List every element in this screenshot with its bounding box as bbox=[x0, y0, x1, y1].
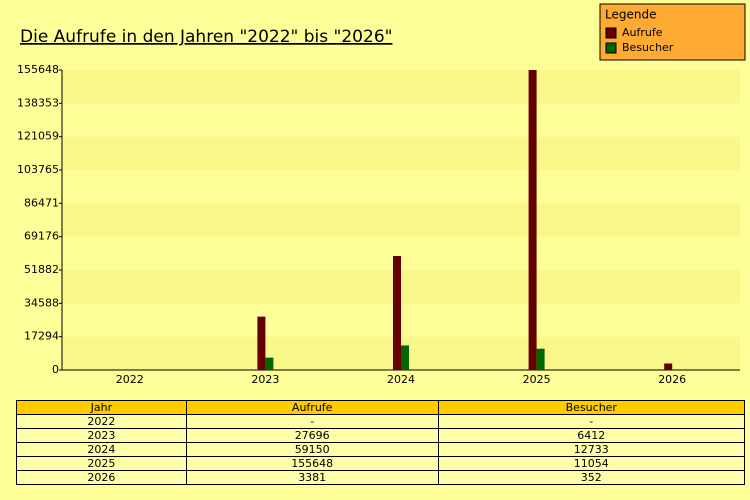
table-cell: 2023 bbox=[16, 428, 187, 443]
y-tick-label: 69176 bbox=[24, 230, 59, 243]
x-tick-label: 2026 bbox=[658, 373, 686, 386]
table-header-cell: Besucher bbox=[437, 400, 746, 415]
table-row: 2023 27696 6412 bbox=[16, 428, 746, 443]
y-tick-label: 155648 bbox=[17, 63, 59, 76]
table-header-cell: Aufrufe bbox=[185, 400, 439, 415]
table-header-cell: Jahr bbox=[16, 400, 187, 415]
x-tick-label: 2025 bbox=[523, 373, 551, 386]
y-tick-label: 103765 bbox=[17, 163, 59, 176]
x-tick-label: 2022 bbox=[116, 373, 144, 386]
y-tick-label: 121059 bbox=[17, 130, 59, 143]
bar bbox=[393, 255, 401, 370]
table-row: 2025 155648 11054 bbox=[16, 456, 746, 471]
table-cell: 2025 bbox=[16, 456, 187, 471]
y-tick-label: 34588 bbox=[24, 296, 59, 309]
table-cell: 2024 bbox=[16, 442, 187, 457]
bar bbox=[536, 348, 545, 370]
bar bbox=[401, 345, 409, 370]
y-tick-label: 138353 bbox=[17, 96, 59, 109]
chart: Die Aufrufe in den Jahren "2022" bis "20… bbox=[17, 3, 746, 386]
legend-label: Besucher bbox=[622, 41, 674, 54]
table-cell: 59150 bbox=[185, 442, 439, 457]
x-tick-label: 2023 bbox=[251, 373, 279, 386]
table-row: 2022- - bbox=[16, 414, 746, 429]
table-cell: 3381 bbox=[185, 470, 439, 485]
bar bbox=[664, 363, 673, 370]
grid-band bbox=[62, 103, 740, 137]
y-tick-label: 86471 bbox=[24, 196, 59, 209]
table-row: 2024 59150 12733 bbox=[16, 442, 746, 457]
y-tick-label: 51882 bbox=[24, 263, 59, 276]
grid-band bbox=[62, 203, 740, 237]
grid-band bbox=[62, 136, 740, 171]
grid-band bbox=[62, 170, 740, 204]
table-cell: 11054 bbox=[437, 456, 746, 471]
table-cell: 12733 bbox=[437, 442, 746, 457]
legend-box bbox=[599, 3, 746, 61]
table-cell: 352 bbox=[437, 470, 746, 485]
grid-band bbox=[62, 70, 740, 104]
chart-title: Die Aufrufe in den Jahren "2022" bis "20… bbox=[20, 27, 392, 47]
bar bbox=[257, 316, 266, 370]
bar bbox=[528, 70, 537, 370]
y-tick-label: 0 bbox=[52, 363, 59, 376]
bar bbox=[265, 357, 274, 370]
table-cell: - bbox=[185, 414, 439, 429]
data-table: Jahr Aufrufe Besucher 2022- -2023 27696 6412 20… bbox=[16, 400, 746, 485]
table-cell: 2022 bbox=[16, 414, 187, 429]
table-header-row: Jahr Aufrufe Besucher bbox=[16, 400, 746, 415]
legend-swatch bbox=[605, 42, 617, 54]
table-cell: - bbox=[437, 414, 746, 429]
legend-label: Aufrufe bbox=[622, 26, 663, 39]
x-tick-label: 2024 bbox=[387, 373, 415, 386]
y-tick-label: 17294 bbox=[24, 330, 59, 343]
table-row: 2026 3381 352 bbox=[16, 470, 746, 485]
table-cell: 155648 bbox=[185, 456, 439, 471]
bar bbox=[672, 369, 681, 370]
table-cell: 2026 bbox=[16, 470, 187, 485]
legend-swatch bbox=[605, 27, 617, 39]
legend-title: Legende bbox=[605, 8, 656, 22]
table-cell: 6412 bbox=[437, 428, 746, 443]
table-cell: 27696 bbox=[185, 428, 439, 443]
